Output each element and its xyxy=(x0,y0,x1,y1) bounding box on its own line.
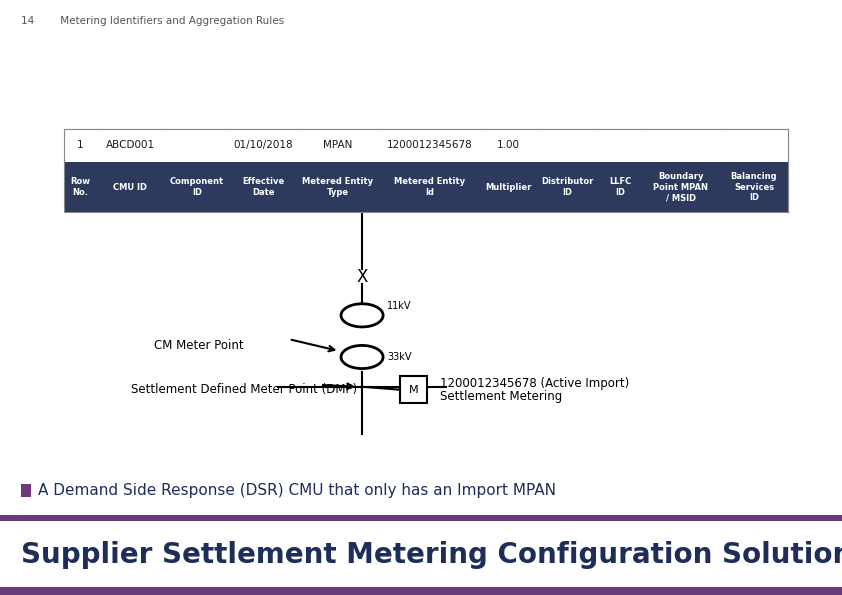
Text: M: M xyxy=(408,385,418,394)
Text: MPAN: MPAN xyxy=(323,140,353,151)
Text: A Demand Side Response (DSR) CMU that only has an Import MPAN: A Demand Side Response (DSR) CMU that on… xyxy=(38,483,556,499)
Bar xyxy=(64,129,788,162)
Text: 1200012345678: 1200012345678 xyxy=(387,140,473,151)
Text: Balancing
Services
ID: Balancing Services ID xyxy=(731,172,777,202)
Text: Metered Entity
Id: Metered Entity Id xyxy=(394,177,466,197)
Text: ABCD001: ABCD001 xyxy=(105,140,155,151)
Text: 33kV: 33kV xyxy=(387,352,412,362)
Bar xyxy=(64,162,788,212)
Ellipse shape xyxy=(341,304,383,327)
Bar xyxy=(21,484,31,497)
Text: 1200012345678 (Active Import): 1200012345678 (Active Import) xyxy=(440,377,629,390)
Text: Boundary
Point MPAN
/ MSID: Boundary Point MPAN / MSID xyxy=(653,172,708,202)
Bar xyxy=(400,377,427,403)
Text: Supplier Settlement Metering Configuration Solution: Supplier Settlement Metering Configurati… xyxy=(21,540,842,569)
Text: Row
No.: Row No. xyxy=(71,177,90,197)
Text: X: X xyxy=(356,268,368,286)
Text: LLFC
ID: LLFC ID xyxy=(609,177,632,197)
Text: Distributor
ID: Distributor ID xyxy=(541,177,594,197)
Text: 1.00: 1.00 xyxy=(497,140,520,151)
Text: Settlement Defined Meter Point (DMP): Settlement Defined Meter Point (DMP) xyxy=(131,383,357,396)
Bar xyxy=(0,587,842,595)
Text: 01/10/2018: 01/10/2018 xyxy=(233,140,293,151)
Text: CM Meter Point: CM Meter Point xyxy=(154,339,243,352)
Bar xyxy=(64,129,788,212)
Text: Multiplier: Multiplier xyxy=(485,183,531,192)
Ellipse shape xyxy=(341,346,383,368)
Text: CMU ID: CMU ID xyxy=(113,183,147,192)
Text: Metered Entity
Type: Metered Entity Type xyxy=(302,177,374,197)
Text: Effective
Date: Effective Date xyxy=(242,177,285,197)
Text: Component
ID: Component ID xyxy=(170,177,224,197)
Text: 11kV: 11kV xyxy=(387,301,412,311)
Text: 14        Metering Identifiers and Aggregation Rules: 14 Metering Identifiers and Aggregation … xyxy=(21,16,285,26)
Bar xyxy=(0,515,842,521)
Text: 1: 1 xyxy=(77,140,83,151)
Text: Settlement Metering: Settlement Metering xyxy=(440,390,562,403)
